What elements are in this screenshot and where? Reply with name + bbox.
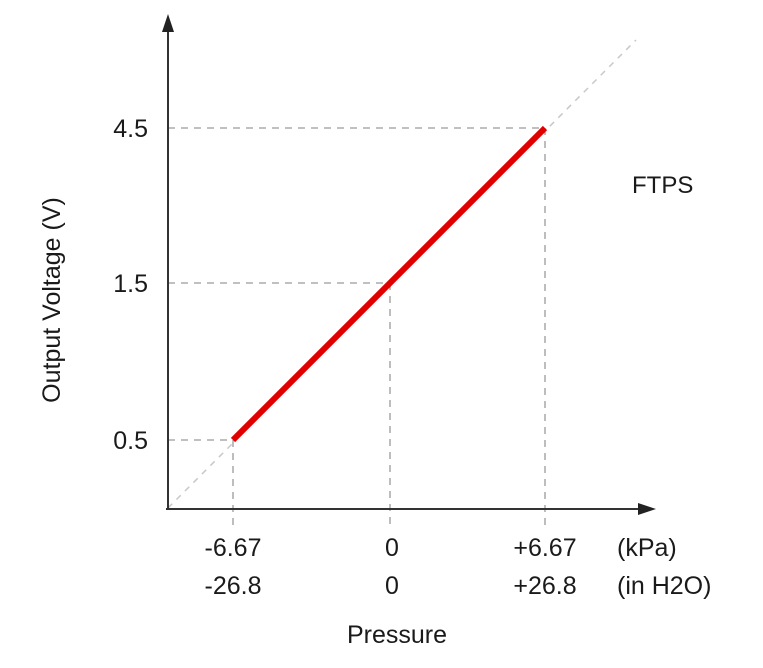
x-axis-title: Pressure (347, 621, 447, 649)
y-tick-label-4-5: 4.5 (113, 115, 148, 143)
ftps-annotation: FTPS (632, 172, 693, 199)
x-tick-kpa-neg: -6.67 (205, 534, 262, 562)
x-tick-kpa-pos: +6.67 (513, 534, 576, 562)
x-unit-kpa: (kPa) (617, 534, 677, 562)
y-axis-arrow (162, 14, 174, 32)
y-axis-title: Output Voltage (V) (38, 197, 66, 403)
y-tick-label-0-5: 0.5 (113, 427, 148, 455)
x-tick-inh2o-pos: +26.8 (513, 572, 576, 600)
y-tick-label-1-5: 1.5 (113, 270, 148, 298)
x-tick-inh2o-zero: 0 (385, 572, 399, 600)
x-unit-inh2o: (in H2O) (617, 572, 711, 600)
x-tick-kpa-zero: 0 (385, 534, 399, 562)
x-axis-arrow (638, 503, 656, 515)
series-line (230, 125, 548, 443)
x-tick-inh2o-neg: -26.8 (205, 572, 262, 600)
guide-lines (168, 127, 546, 530)
